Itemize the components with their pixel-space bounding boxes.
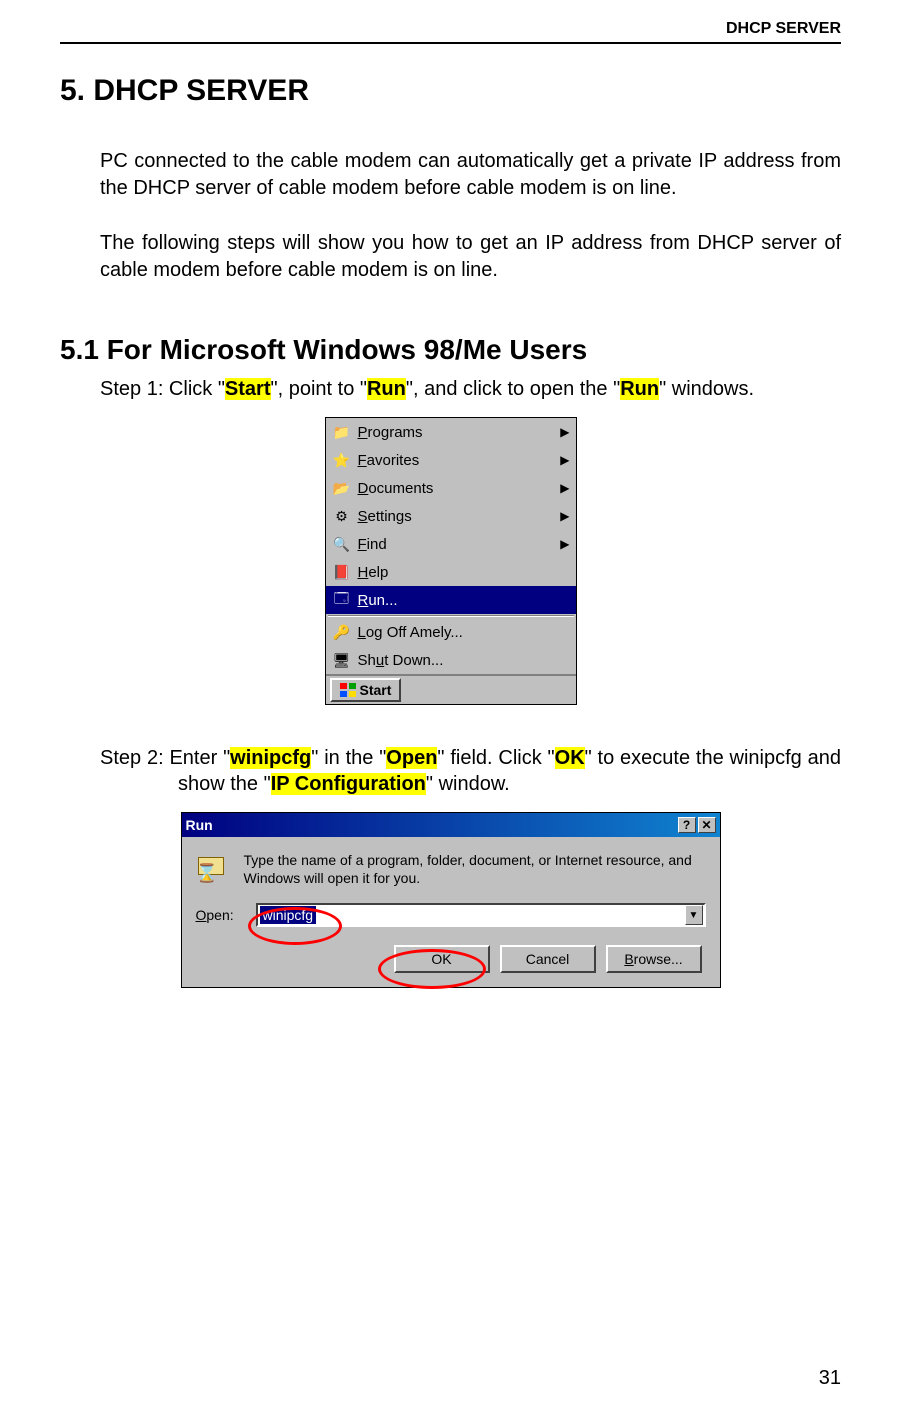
menu-item[interactable]: ⭐ Favorites ▶: [326, 446, 576, 474]
open-input[interactable]: winipcfg ▼: [256, 903, 706, 927]
step2-mid2: " field. Click ": [437, 747, 554, 769]
menu-item-label: Log Off Amely...: [358, 624, 463, 641]
step-1-text: Step 1: Click "Start", point to "Run", a…: [100, 376, 841, 402]
run-dialog-titlebar: Run ? ✕: [182, 813, 720, 837]
dropdown-arrow-icon[interactable]: ▼: [685, 905, 703, 925]
menu-item-label: Run...: [358, 592, 398, 609]
step1-mid2: ", and click to open the ": [406, 378, 620, 400]
menu-item[interactable]: 🗔 Run...: [326, 586, 576, 614]
menu-item-label: Settings: [358, 508, 412, 525]
menu-item-icon: 🗔: [332, 591, 352, 609]
page-header-label: DHCP SERVER: [60, 20, 841, 42]
run-description: Type the name of a program, folder, docu…: [244, 851, 706, 887]
step1-hl-start: Start: [225, 378, 271, 400]
start-menu: 📁 Programs ▶ ⭐ Favorites ▶ 📂 Documents ▶ ⚙ Setting…: [325, 417, 577, 705]
run-dialog-body: ⌛ Type the name of a program, folder, do…: [182, 837, 720, 987]
cancel-button[interactable]: Cancel: [500, 945, 596, 973]
windows-flag-icon: [340, 683, 356, 697]
menu-item-label: Find: [358, 536, 387, 553]
step2-mid1: " in the ": [311, 747, 386, 769]
ok-button[interactable]: OK: [394, 945, 490, 973]
page-number: 31: [819, 1367, 841, 1390]
open-label: Open:: [196, 907, 256, 923]
section-title: 5. DHCP SERVER: [60, 74, 841, 108]
step1-hl-run1: Run: [367, 378, 406, 400]
taskbar: Start: [326, 674, 576, 704]
menu-item-icon: ⭐: [332, 451, 352, 469]
step2-hl-ok: OK: [555, 747, 585, 769]
subsection-title: 5.1 For Microsoft Windows 98/Me Users: [60, 334, 841, 366]
menu-item-icon: 📁: [332, 423, 352, 441]
start-menu-figure: 📁 Programs ▶ ⭐ Favorites ▶ 📂 Documents ▶ ⚙ Setting…: [60, 417, 841, 705]
step2-hl-winipcfg: winipcfg: [230, 747, 311, 769]
menu-item[interactable]: 📂 Documents ▶: [326, 474, 576, 502]
run-dialog: Run ? ✕ ⌛ Type the name of a program, fo…: [181, 812, 721, 988]
submenu-arrow-icon: ▶: [560, 509, 569, 523]
menu-item-icon: 🔍: [332, 535, 352, 553]
menu-item[interactable]: 🔍 Find ▶: [326, 530, 576, 558]
menu-item[interactable]: 🔑 Log Off Amely...: [326, 618, 576, 646]
menu-item-label: Documents: [358, 480, 434, 497]
menu-divider: [328, 615, 574, 617]
intro-paragraph-2: The following steps will show you how to…: [100, 230, 841, 284]
submenu-arrow-icon: ▶: [560, 537, 569, 551]
run-icon: ⌛: [196, 851, 232, 883]
step2-prefix: Step 2: Enter ": [100, 747, 230, 769]
menu-item-label: Programs: [358, 424, 423, 441]
menu-item-icon: 📕: [332, 563, 352, 581]
menu-item[interactable]: ⚙ Settings ▶: [326, 502, 576, 530]
menu-item-icon: 📂: [332, 479, 352, 497]
menu-item-label: Favorites: [358, 452, 420, 469]
step1-hl-run2: Run: [620, 378, 659, 400]
menu-item-icon: 🔑: [332, 623, 352, 641]
step1-mid1: ", point to ": [271, 378, 367, 400]
header-rule: [60, 42, 841, 44]
step1-prefix: Step 1: Click ": [100, 378, 225, 400]
step2-hl-ipconfig: IP Configuration: [271, 773, 426, 795]
submenu-arrow-icon: ▶: [560, 481, 569, 495]
step-2-text: Step 2: Enter "winipcfg" in the "Open" f…: [100, 745, 841, 797]
close-button[interactable]: ✕: [698, 817, 716, 833]
browse-button[interactable]: Browse...: [606, 945, 702, 973]
menu-item-icon: ⚙: [332, 507, 352, 525]
step2-hl-open: Open: [386, 747, 437, 769]
start-menu-items: 📁 Programs ▶ ⭐ Favorites ▶ 📂 Documents ▶ ⚙ Setting…: [326, 418, 576, 674]
start-button[interactable]: Start: [330, 678, 402, 702]
menu-item-label: Help: [358, 564, 389, 581]
help-button[interactable]: ?: [678, 817, 696, 833]
step1-suffix: " windows.: [659, 378, 754, 400]
submenu-arrow-icon: ▶: [560, 453, 569, 467]
step2-suffix: " window.: [426, 773, 510, 795]
run-dialog-title: Run: [186, 817, 213, 833]
menu-item[interactable]: 📕 Help: [326, 558, 576, 586]
submenu-arrow-icon: ▶: [560, 425, 569, 439]
menu-item[interactable]: 🖥 Shut Down...: [326, 646, 576, 674]
start-button-label: Start: [360, 682, 392, 698]
open-input-value: winipcfg: [260, 906, 317, 924]
run-dialog-figure: Run ? ✕ ⌛ Type the name of a program, fo…: [60, 812, 841, 988]
menu-item[interactable]: 📁 Programs ▶: [326, 418, 576, 446]
menu-item-icon: 🖥: [332, 651, 352, 669]
intro-paragraph-1: PC connected to the cable modem can auto…: [100, 148, 841, 202]
menu-item-label: Shut Down...: [358, 652, 444, 669]
